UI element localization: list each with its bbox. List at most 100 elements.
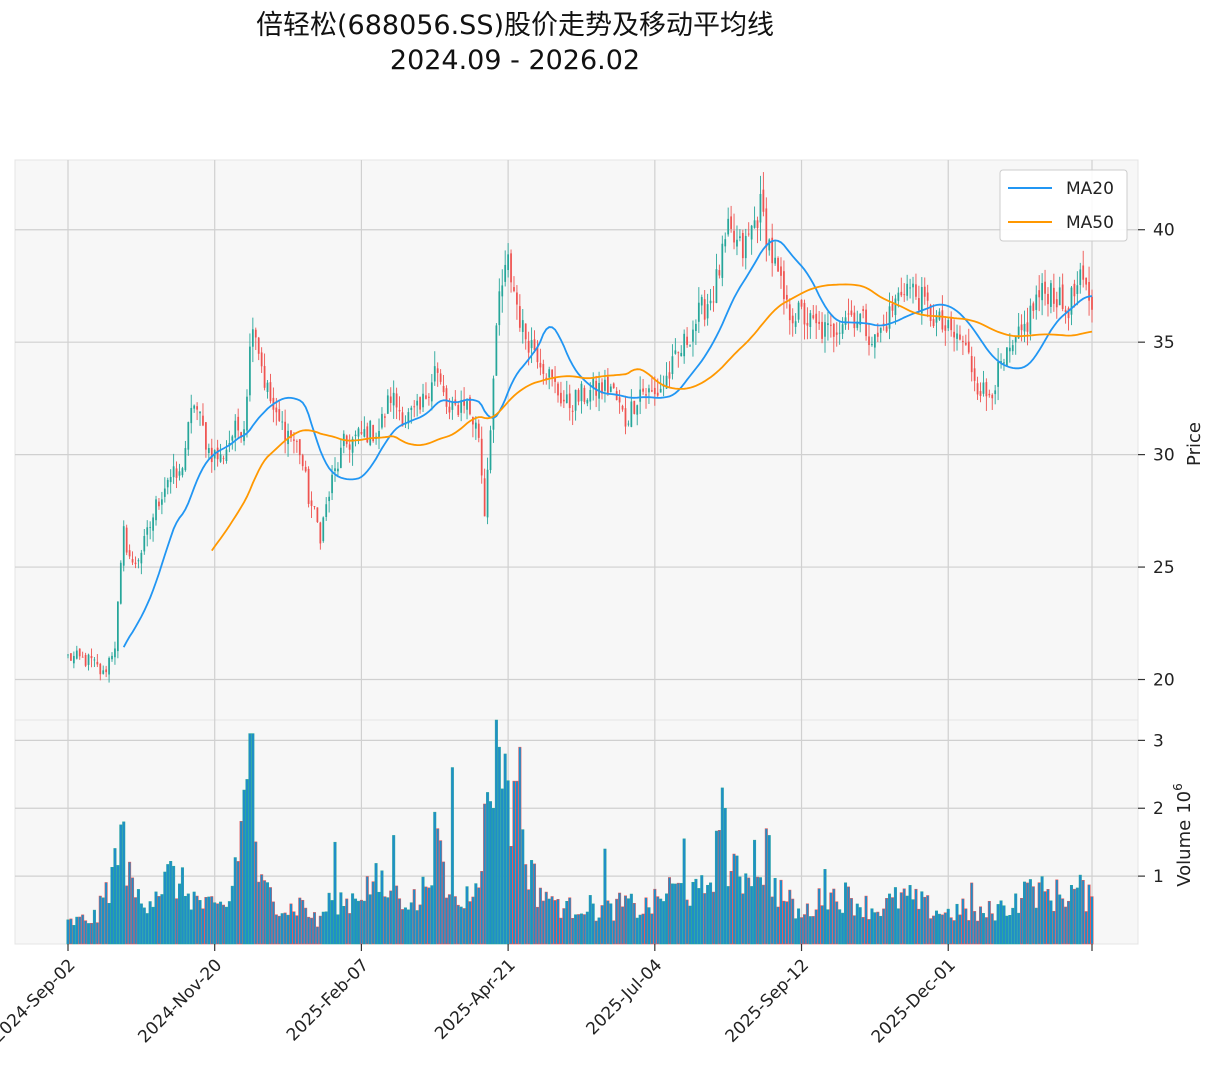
ma50-line	[211, 283, 1093, 552]
volume-panel	[14, 719, 1139, 945]
volume-bar	[183, 895, 187, 945]
candle	[486, 457, 489, 525]
candle	[269, 373, 272, 404]
volume-bar	[890, 897, 894, 945]
volume-bar	[500, 788, 504, 945]
volume-bar	[717, 830, 721, 945]
candle	[1014, 335, 1017, 355]
volume-bar	[867, 919, 871, 945]
volume-bar	[474, 883, 478, 945]
volume-bar	[1061, 898, 1065, 945]
volume-bar	[418, 904, 422, 945]
candle	[75, 645, 78, 660]
volume-bar	[521, 829, 525, 945]
volume-bar	[940, 914, 944, 945]
candle	[712, 286, 715, 312]
candle	[84, 652, 87, 668]
volume-bar	[597, 917, 601, 945]
volume-bar	[782, 900, 786, 945]
volume-bar	[626, 898, 630, 945]
candle	[1058, 276, 1061, 306]
volume-bar	[392, 835, 396, 945]
candle	[894, 294, 897, 325]
volume-bar	[330, 900, 334, 945]
candle	[639, 376, 642, 415]
candle	[334, 457, 336, 482]
volume-bar	[1046, 889, 1050, 945]
candle	[1050, 280, 1052, 314]
candle	[313, 506, 316, 510]
candle	[897, 287, 900, 308]
candle	[753, 206, 756, 229]
volume-bar	[712, 891, 715, 945]
volume-bar	[292, 911, 296, 945]
volume-bar	[1028, 879, 1032, 945]
volume-bar	[222, 904, 226, 945]
volume-bar	[310, 917, 314, 945]
candle	[193, 404, 196, 413]
volume-tick-label: 1	[1153, 867, 1164, 887]
volume-bar	[494, 719, 498, 945]
candle	[1032, 301, 1035, 319]
volume-tick-label: 3	[1153, 731, 1164, 751]
candle	[339, 438, 342, 469]
volume-bar	[266, 882, 270, 945]
candle	[973, 356, 976, 392]
candle	[847, 298, 850, 330]
volume-bar	[415, 910, 419, 945]
volume-bar	[785, 901, 789, 945]
volume-bar	[1002, 905, 1006, 945]
x-tick-label: 2025-Feb-07	[283, 955, 373, 1045]
volume-bar	[955, 903, 959, 945]
volume-bar	[98, 895, 102, 945]
volume-bar	[186, 893, 190, 945]
volume-bar	[896, 908, 900, 945]
chart-title-block: 倍轻松(688056.SS)股价走势及移动平均线 2024.09 - 2026.…	[215, 8, 815, 78]
candle	[912, 276, 914, 304]
candle	[1061, 273, 1064, 312]
volume-bar	[447, 894, 451, 945]
volume-bar	[172, 865, 176, 945]
candle	[1041, 273, 1043, 316]
candle	[477, 419, 480, 443]
volume-bar	[274, 914, 278, 945]
volume-bar	[450, 767, 454, 945]
candle	[1073, 279, 1076, 308]
candle	[982, 370, 985, 397]
volume-bar	[802, 914, 806, 945]
volume-bar	[788, 889, 792, 945]
candle	[645, 388, 647, 409]
candle	[202, 403, 204, 427]
candle	[856, 310, 859, 331]
volume-bar	[582, 914, 586, 945]
volume-bar	[984, 917, 988, 945]
volume-bar	[1067, 900, 1071, 945]
candle	[413, 400, 416, 418]
candle	[609, 383, 612, 393]
volume-bar	[512, 780, 516, 945]
volume-bar	[990, 913, 994, 945]
volume-bar	[84, 920, 88, 945]
volume-bar	[515, 780, 519, 945]
candle	[337, 462, 339, 477]
candle	[959, 325, 961, 341]
candle	[733, 213, 735, 250]
candle	[762, 172, 765, 217]
candle	[788, 298, 791, 335]
volume-bar	[791, 898, 795, 945]
volume-bar	[647, 907, 651, 945]
volume-bar	[556, 899, 560, 945]
candle	[533, 330, 536, 353]
volume-bar	[324, 911, 328, 945]
candle	[1085, 277, 1088, 291]
candle	[756, 216, 759, 244]
candle	[612, 382, 615, 389]
candle	[633, 400, 636, 415]
candle	[730, 205, 732, 233]
candle	[539, 348, 542, 376]
volume-bar	[345, 898, 349, 945]
volume-bar	[932, 915, 936, 945]
candle	[988, 389, 991, 398]
candle	[651, 375, 653, 393]
volume-bar	[406, 909, 410, 945]
